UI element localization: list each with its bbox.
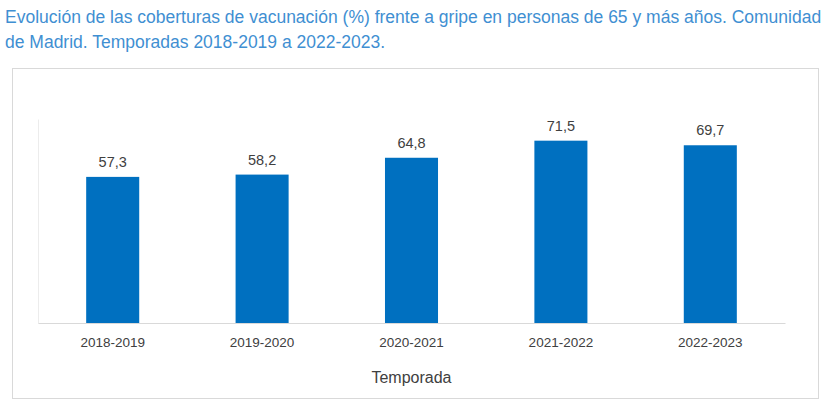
- bars: [86, 141, 737, 323]
- bar: [236, 175, 289, 323]
- bar: [534, 141, 587, 323]
- data-labels: 57,3 58,2 64,8 71,5 69,7: [99, 118, 725, 170]
- x-tick-label: 2020-2021: [379, 335, 444, 350]
- data-label: 57,3: [99, 154, 127, 170]
- x-tick: 2020-2021: [379, 335, 444, 350]
- chart-frame: [13, 69, 819, 399]
- bar: [86, 177, 139, 323]
- data-label: 71,5: [547, 118, 575, 134]
- data-label: 64,8: [397, 135, 425, 151]
- y-axis-line: [38, 120, 39, 324]
- x-tick: 2022-2023: [678, 335, 743, 350]
- x-axis-line: [39, 323, 786, 324]
- x-axis-title: Temporada: [371, 369, 451, 386]
- x-tick: 2019-2020: [230, 335, 295, 350]
- title-line: de Madrid. Temporadas 2018-2019 a 2022-2…: [5, 32, 385, 52]
- x-tick: 2021-2022: [529, 335, 594, 350]
- title-line: Evolución de las coberturas de vacunació…: [5, 7, 821, 27]
- y-axis: [38, 120, 39, 324]
- x-tick-label: 2022-2023: [678, 335, 743, 350]
- x-axis: 2018-2019 2019-2020 2020-2021 2021-2022 2022…: [39, 324, 786, 350]
- chart: Evolución de las coberturas de vacunació…: [0, 0, 834, 403]
- x-tick: 2018-2019: [80, 335, 145, 350]
- title: Evolución de las coberturas de vacunació…: [5, 7, 821, 52]
- x-tick-label: 2019-2020: [230, 335, 295, 350]
- x-tick-label: 2018-2019: [80, 335, 145, 350]
- bar: [385, 158, 438, 323]
- x-tick-label: 2021-2022: [529, 335, 594, 350]
- data-label: 58,2: [248, 152, 276, 168]
- bar: [684, 145, 737, 323]
- data-label: 69,7: [696, 122, 724, 138]
